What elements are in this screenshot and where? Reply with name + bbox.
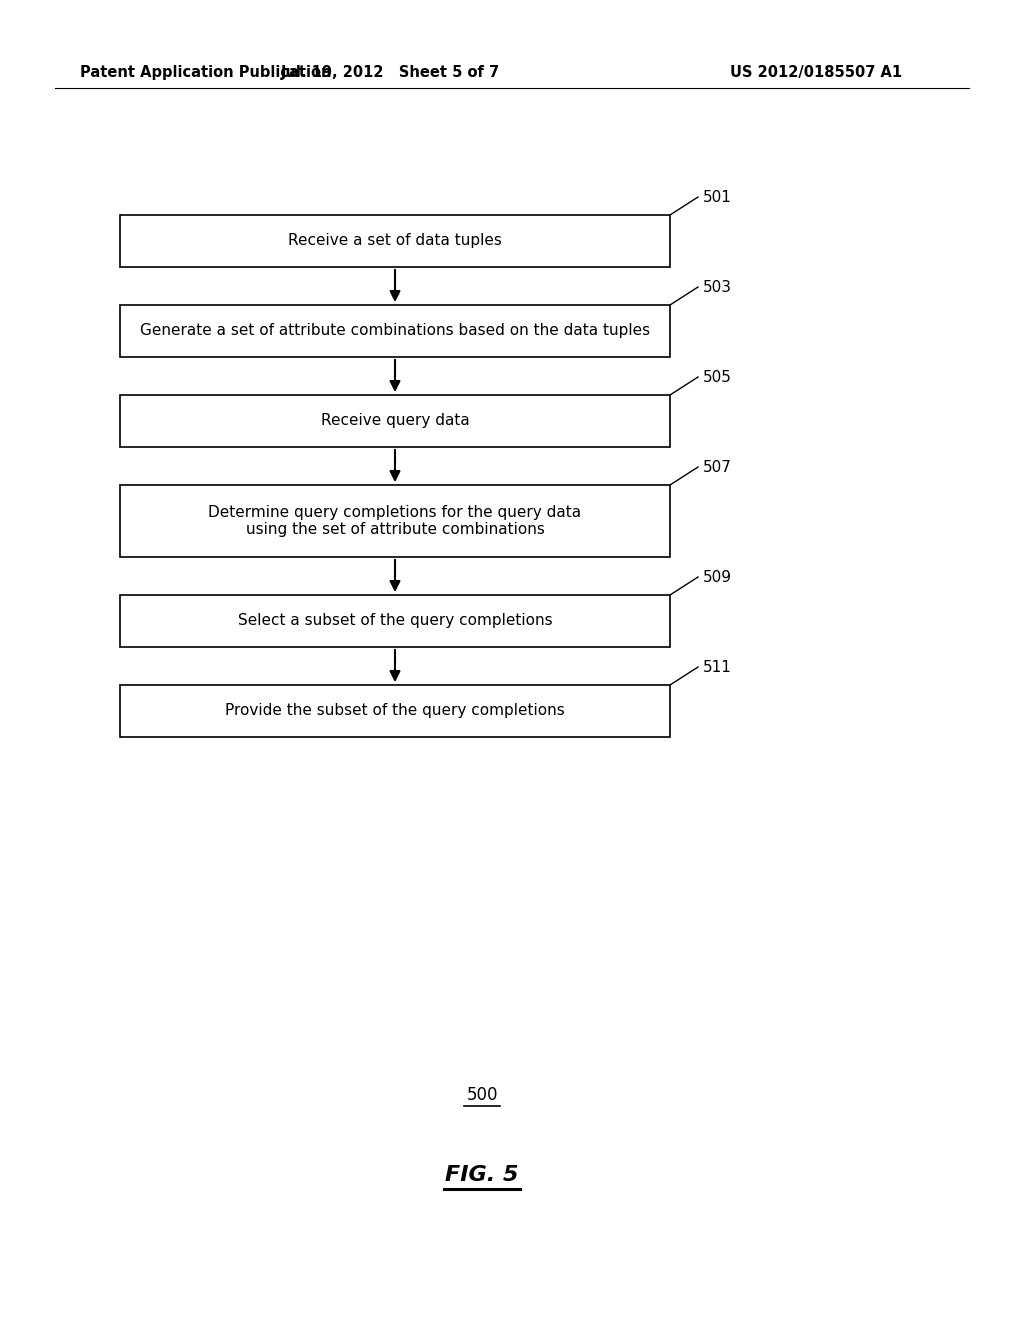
Bar: [120, 215, 670, 267]
Text: 507: 507: [703, 459, 732, 474]
Bar: [120, 484, 670, 557]
Text: Select a subset of the query completions: Select a subset of the query completions: [238, 614, 552, 628]
Text: Receive a set of data tuples: Receive a set of data tuples: [288, 234, 502, 248]
Text: Provide the subset of the query completions: Provide the subset of the query completi…: [225, 704, 565, 718]
Text: Determine query completions for the query data
using the set of attribute combin: Determine query completions for the quer…: [209, 504, 582, 537]
Text: Receive query data: Receive query data: [321, 413, 469, 429]
Bar: [120, 395, 670, 447]
Bar: [120, 305, 670, 356]
Text: Jul. 19, 2012   Sheet 5 of 7: Jul. 19, 2012 Sheet 5 of 7: [281, 65, 500, 79]
Text: 511: 511: [703, 660, 732, 675]
Text: 509: 509: [703, 569, 732, 585]
Text: 505: 505: [703, 370, 732, 384]
Text: US 2012/0185507 A1: US 2012/0185507 A1: [730, 65, 902, 79]
Text: Patent Application Publication: Patent Application Publication: [80, 65, 332, 79]
Text: Generate a set of attribute combinations based on the data tuples: Generate a set of attribute combinations…: [140, 323, 650, 338]
Text: 500: 500: [466, 1086, 498, 1104]
Text: 503: 503: [703, 280, 732, 294]
Text: 501: 501: [703, 190, 732, 205]
Text: FIG. 5: FIG. 5: [445, 1166, 519, 1185]
Bar: [120, 685, 670, 737]
Bar: [120, 595, 670, 647]
